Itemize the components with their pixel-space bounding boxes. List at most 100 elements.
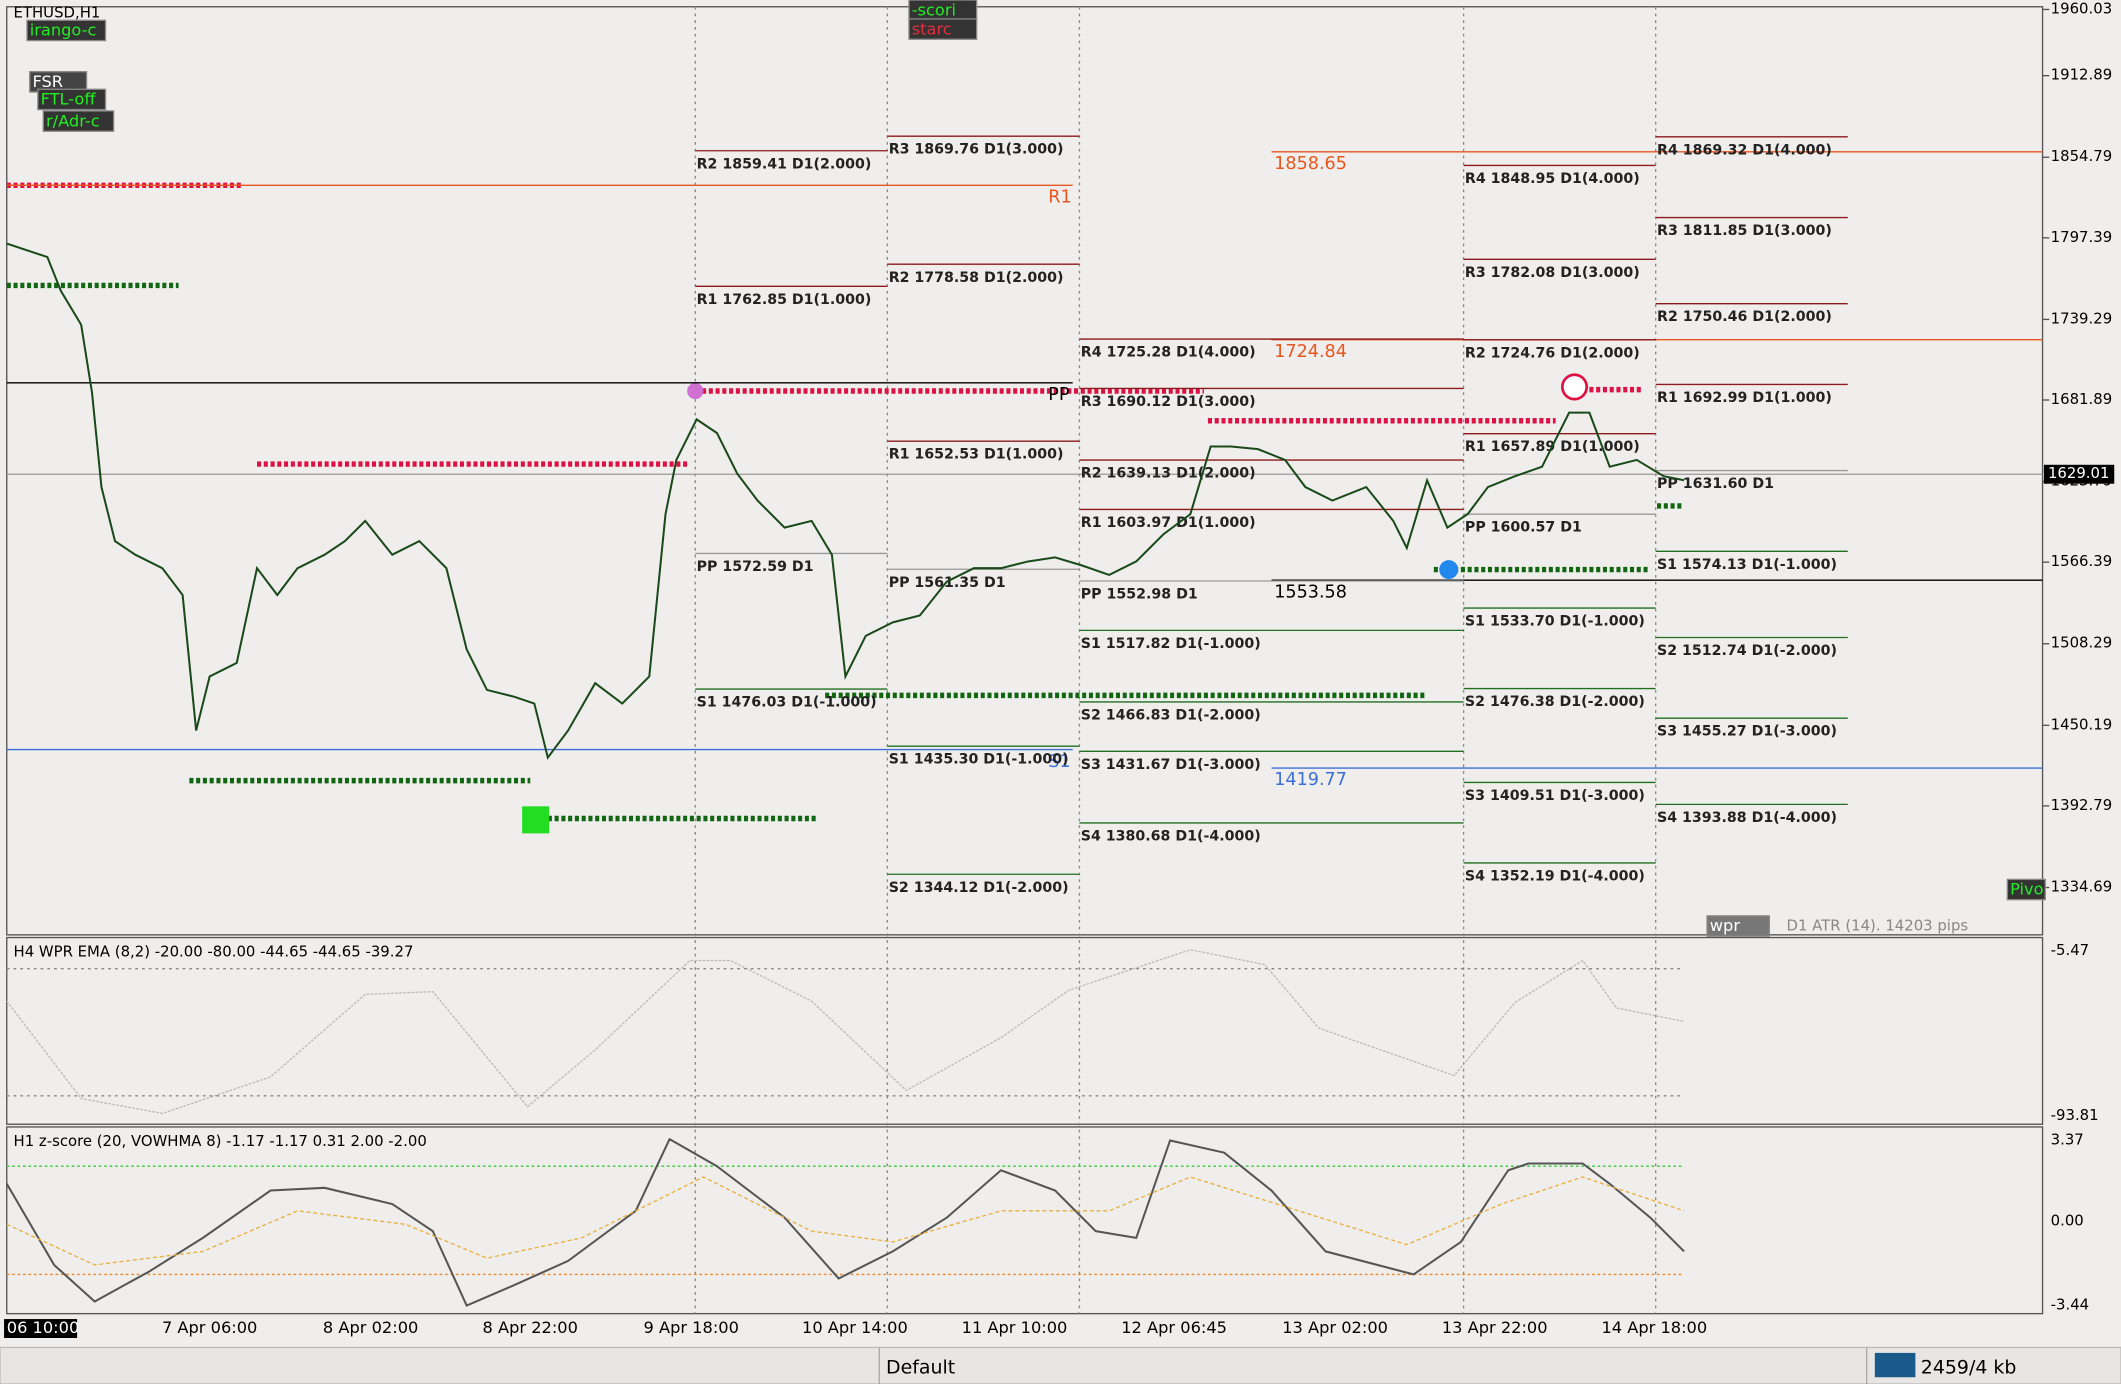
y-tick-label: 1739.29 <box>2051 309 2113 327</box>
y-tick-label: 1508.29 <box>2051 634 2113 652</box>
main-pane <box>6 6 2044 936</box>
weekly-label: R1 <box>1048 187 1071 207</box>
button <box>908 18 978 40</box>
pivot-label: S3 1431.67 D1(-3.000) <box>1081 757 1261 773</box>
x-tick-label: 13 Apr 22:00 <box>1442 1318 1548 1337</box>
button-label[interactable]: FTL-off <box>41 90 97 109</box>
y-tick-label: 1960.03 <box>2051 0 2113 17</box>
pivot-label: R1 1762.85 D1(1.000) <box>697 292 872 308</box>
wpr-pane <box>6 936 2044 1125</box>
symbol: ETHUSD,H1 <box>14 4 101 22</box>
pivot-label: S4 1380.68 D1(-4.000) <box>1081 828 1261 844</box>
button-label[interactable]: starc <box>912 19 952 38</box>
pivot-label: PP 1552.98 D1 <box>1081 587 1198 603</box>
pivot-label: S2 1466.83 D1(-2.000) <box>1081 707 1261 723</box>
y-tick-label: 1681.89 <box>2051 390 2113 408</box>
sell-arrow <box>1560 373 1589 401</box>
y-tick-label: 1450.19 <box>2051 715 2113 733</box>
pivot-label: R1 1692.99 D1(1.000) <box>1657 390 1832 406</box>
pivot-label: R2 1724.76 D1(2.000) <box>1465 345 1640 361</box>
y-tick-label: 1854.79 <box>2051 147 2113 165</box>
current-price-box <box>2043 464 2115 484</box>
pivot-label: R3 1869.76 D1(3.000) <box>889 142 1064 158</box>
signal-dot <box>1439 560 1459 580</box>
pivot-label: S1 1435.30 D1(-1.000) <box>889 752 1069 768</box>
button-label[interactable]: wpr <box>1710 916 1741 935</box>
button <box>26 19 107 42</box>
z-axis-label: -3.44 <box>2051 1296 2089 1314</box>
pivot-label: R4 1725.28 D1(4.000) <box>1081 345 1256 361</box>
pivot-label: R4 1869.32 D1(4.000) <box>1657 142 1832 158</box>
pivot-label: R1 1603.97 D1(1.000) <box>1081 515 1256 531</box>
button-label[interactable]: r/Adr-c <box>46 111 100 130</box>
price-line <box>6 242 1685 760</box>
x-tick-label: 10 Apr 14:00 <box>802 1318 908 1337</box>
button-label[interactable]: FSR <box>32 72 63 91</box>
z-axis-label: 3.37 <box>2051 1130 2084 1148</box>
pivot-label: PP 1600.57 D1 <box>1465 520 1582 536</box>
button-label[interactable]: Pivo <box>2010 880 2044 899</box>
y-tick-label: 1912.89 <box>2051 66 2113 84</box>
button <box>1706 915 1770 937</box>
x-tick-label: 11 Apr 10:00 <box>962 1318 1068 1337</box>
x-tick-label: 06 10:00 <box>7 1318 80 1337</box>
wpr-axis-label: -5.47 <box>2051 941 2089 959</box>
x-tick-label: 7 Apr 06:00 <box>162 1318 257 1337</box>
pivot-label: S3 1455.27 D1(-3.000) <box>1657 724 1837 740</box>
pivot-label: S3 1409.51 D1(-3.000) <box>1465 788 1645 804</box>
pivot-label: S1 1533.70 D1(-1.000) <box>1465 614 1645 630</box>
pivot-label: R3 1690.12 D1(3.000) <box>1081 394 1256 410</box>
weekly-label: S1 <box>1048 752 1070 772</box>
status-bar <box>0 1346 2121 1384</box>
atr-note: D1 ATR (14). 14203 pips <box>1787 917 1969 935</box>
zscore-title: H1 z-score (20, VOWHMA 8) -1.17 -1.17 0.… <box>14 1132 427 1150</box>
pivot-label: PP 1631.60 D1 <box>1657 476 1774 492</box>
button-label[interactable]: -scori <box>912 0 956 19</box>
button-label[interactable]: irango-c <box>30 21 97 40</box>
pivot-label: R2 1859.41 D1(2.000) <box>697 156 872 172</box>
pivot-label: S1 1517.82 D1(-1.000) <box>1081 636 1261 652</box>
pivot-label: R2 1639.13 D1(2.000) <box>1081 466 1256 482</box>
pivot-label: S4 1393.88 D1(-4.000) <box>1657 810 1837 826</box>
z-axis-label: 0.00 <box>2051 1212 2084 1230</box>
status-profile[interactable]: Default <box>886 1356 955 1378</box>
pivot-label: R2 1750.46 D1(2.000) <box>1657 309 1832 325</box>
y-tick-label: 1797.39 <box>2051 228 2113 246</box>
x-tick-label: 12 Apr 06:45 <box>1121 1318 1227 1337</box>
wpr-title: H4 WPR EMA (8,2) -20.00 -80.00 -44.65 -4… <box>14 942 414 960</box>
traffic-icon <box>1874 1352 1916 1378</box>
zscore-pane <box>6 1126 2044 1315</box>
pivot-label: R1 1652.53 D1(1.000) <box>889 447 1064 463</box>
x-tick-label: 8 Apr 02:00 <box>323 1318 418 1337</box>
x-tick-label: 8 Apr 22:00 <box>483 1318 578 1337</box>
pivot-label: R3 1811.85 D1(3.000) <box>1657 223 1832 239</box>
weekly-label: 1858.65 <box>1274 154 1347 174</box>
weekly-label: 1553.58 <box>1274 582 1347 602</box>
zscore-line <box>5 1137 1685 1307</box>
button <box>37 88 107 111</box>
current-price-label: 1629.01 <box>2048 464 2110 482</box>
pivot-label: S1 1476.03 D1(-1.000) <box>697 695 877 711</box>
y-tick-label: 1334.69 <box>2051 877 2113 895</box>
pivot-label: S4 1352.19 D1(-4.000) <box>1465 868 1645 884</box>
pivot-label: PP 1572.59 D1 <box>697 559 814 575</box>
wpr-axis-label: -93.81 <box>2051 1106 2099 1124</box>
x-tick-label: 13 Apr 02:00 <box>1282 1318 1388 1337</box>
weekly-label: 1724.84 <box>1274 342 1347 362</box>
x-tick-label: 9 Apr 18:00 <box>644 1318 739 1337</box>
zscore-signal <box>6 1176 1685 1266</box>
button <box>42 110 115 132</box>
pivot-label: S2 1476.38 D1(-2.000) <box>1465 694 1645 710</box>
pivot-label: S2 1512.74 D1(-2.000) <box>1657 643 1837 659</box>
y-tick-label: 1566.39 <box>2051 552 2113 570</box>
pivot-label: R3 1782.08 D1(3.000) <box>1465 265 1640 281</box>
weekly-label: 1419.77 <box>1274 770 1347 790</box>
status-traffic: 2459/4 kb <box>1921 1356 2017 1378</box>
pivot-label: PP 1561.35 D1 <box>889 575 1006 591</box>
buy-arrow <box>522 806 550 834</box>
button <box>2006 878 2046 901</box>
x-tick-label: 14 Apr 18:00 <box>1601 1318 1707 1337</box>
weekly-label: PP <box>1048 385 1069 405</box>
